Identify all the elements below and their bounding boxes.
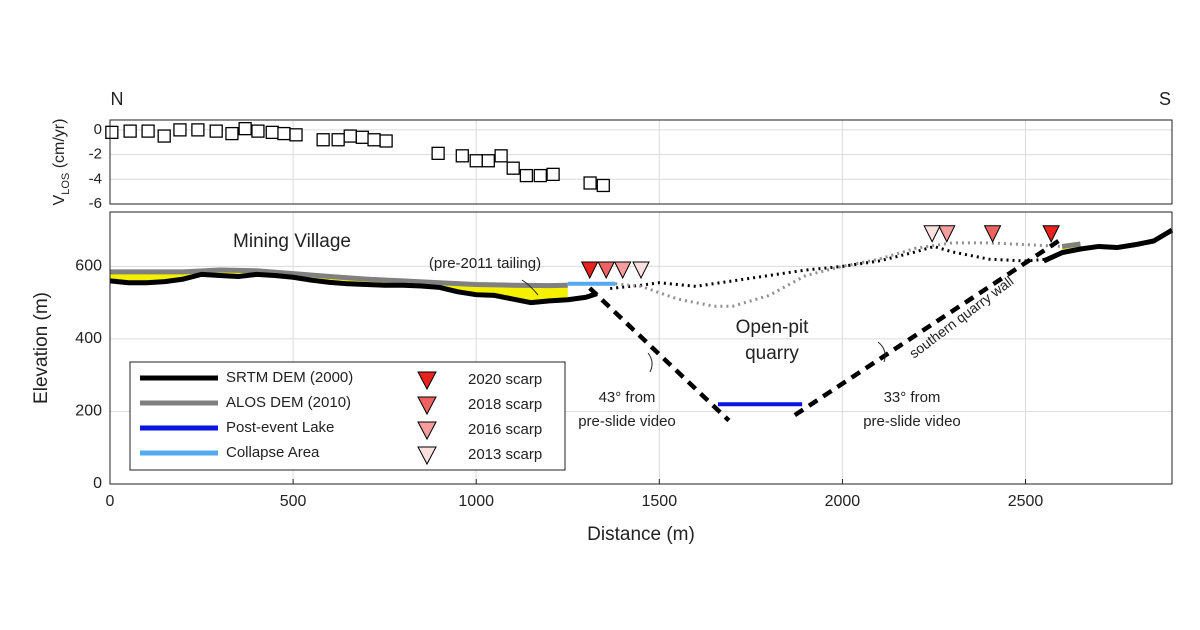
legend-swatch [417, 396, 437, 416]
legend-swatch [417, 421, 437, 441]
annotation: 33° from [884, 389, 941, 406]
legend-label: 2020 scarp [468, 371, 542, 388]
scarp-marker [632, 261, 650, 280]
velocity-point [157, 129, 171, 143]
velocity-point [225, 126, 239, 141]
scarp-marker [597, 261, 616, 280]
annotation: Open-pit [736, 317, 810, 338]
y-tick-label: 0 [94, 121, 102, 138]
profile-line [588, 286, 731, 423]
series-line [1042, 227, 1174, 264]
y-tick-label: 200 [75, 403, 102, 420]
leader-line [521, 279, 539, 296]
velocity-point [191, 123, 205, 137]
y-tick-label: -2 [89, 146, 102, 163]
scarp-marker [983, 225, 1002, 243]
velocity-point [265, 125, 279, 140]
scarp-marker [923, 225, 941, 243]
velocity-point [277, 126, 291, 141]
velocity-point [469, 154, 483, 168]
velocity-point [533, 168, 547, 183]
annotation: Mining Village [233, 231, 351, 252]
profile-line [610, 244, 1048, 291]
velocity-point [251, 124, 265, 138]
legend-swatch [417, 371, 437, 391]
velocity-point [546, 167, 560, 182]
y-tick-label: 0 [93, 475, 102, 492]
scarp-marker [580, 261, 599, 280]
velocity-point [596, 178, 610, 193]
series-line [109, 271, 598, 306]
annotation: quarry [745, 343, 799, 364]
annotation: pre-slide video [863, 413, 961, 430]
top-y-label: VLOS (cm/yr) [51, 119, 72, 206]
velocity-point [455, 149, 469, 163]
y-label-sub: LOS [60, 173, 72, 195]
velocity-point [519, 168, 534, 183]
legend-swatch [417, 446, 437, 466]
x-tick-label: 1500 [642, 493, 678, 510]
x-tick-label: 500 [280, 493, 307, 510]
north-label: N [111, 89, 124, 109]
velocity-point [238, 121, 252, 136]
velocity-point [431, 146, 445, 161]
y-tick-label: 600 [75, 258, 102, 275]
velocity-point [123, 124, 137, 138]
velocity-point [289, 128, 303, 142]
leader-line [647, 352, 653, 373]
leader-line [877, 341, 886, 363]
scarp-marker [937, 225, 956, 243]
legend-label: SRTM DEM (2000) [226, 369, 353, 386]
legend-label: 2018 scarp [468, 396, 542, 413]
legend-label: ALOS DEM (2010) [226, 394, 351, 411]
annotation: 43° from [599, 389, 656, 406]
x-tick-label: 0 [106, 493, 115, 510]
series-line [1061, 241, 1081, 249]
x-tick-label: 1000 [458, 493, 494, 510]
y-axis-label: Elevation (m) [31, 292, 52, 404]
x-axis-label: Distance (m) [587, 524, 695, 545]
scarp-marker [613, 261, 632, 280]
velocity-point [209, 124, 223, 138]
bottom-panel-frame [109, 211, 1173, 485]
y-tick-label: 400 [75, 330, 102, 347]
south-label: S [1159, 89, 1171, 109]
velocity-point [343, 129, 357, 143]
y-tick-label: -4 [89, 170, 102, 187]
annotation: pre-slide video [578, 413, 676, 430]
velocity-point [331, 133, 345, 147]
velocity-point [494, 149, 508, 163]
velocity-point [355, 130, 369, 144]
velocity-point [316, 133, 330, 147]
legend-label: Collapse Area [226, 444, 320, 461]
velocity-point [173, 123, 187, 137]
x-tick-label: 2500 [1008, 493, 1044, 510]
y-tick-label: -6 [89, 195, 102, 212]
velocity-point [379, 134, 393, 148]
velocity-point [367, 133, 381, 147]
legend-label: Post-event Lake [226, 419, 334, 436]
velocity-point [481, 154, 495, 168]
scarp-marker [1042, 225, 1060, 243]
velocity-point [141, 124, 155, 138]
y-label-part: (cm/yr) [51, 119, 68, 173]
top-panel-frame [109, 119, 1173, 205]
x-tick-label: 2000 [825, 493, 861, 510]
legend-label: 2013 scarp [468, 446, 542, 463]
velocity-point [105, 125, 119, 140]
velocity-point [506, 161, 520, 175]
series-line [110, 267, 568, 289]
annotation: (pre-2011 tailing) [429, 255, 541, 272]
y-label-part: V [51, 194, 68, 205]
velocity-point [583, 176, 597, 190]
legend-label: 2016 scarp [468, 421, 542, 438]
profile-line [793, 239, 1060, 417]
